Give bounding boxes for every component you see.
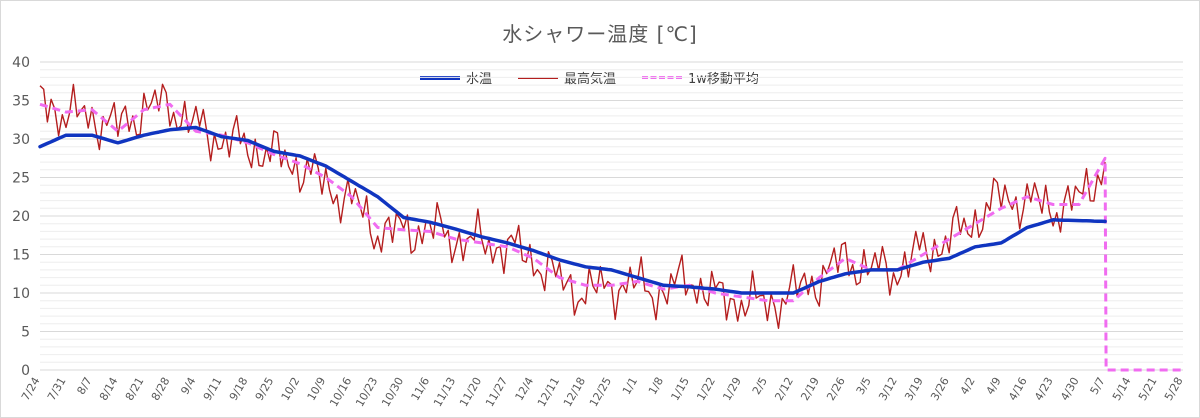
x-tick-label: 10/30 <box>379 375 406 409</box>
x-tick-label: 8/28 <box>149 375 173 403</box>
x-tick-label: 1/22 <box>694 375 718 403</box>
series-moving-avg-line <box>39 102 1183 372</box>
x-tick-label: 7/24 <box>19 375 43 403</box>
x-tick-label: 1/1 <box>620 375 640 397</box>
x-tick-label: 10/9 <box>305 375 329 403</box>
x-tick-label: 11/13 <box>431 375 458 409</box>
x-tick-label: 4/2 <box>958 375 978 397</box>
y-tick-label: 5 <box>21 325 30 341</box>
x-tick-label: 12/11 <box>535 375 562 409</box>
x-tick-label: 9/25 <box>253 375 277 403</box>
x-tick-label: 10/23 <box>353 375 380 409</box>
x-tick-label: 11/20 <box>457 375 484 409</box>
x-tick-label: 9/11 <box>201 375 225 403</box>
y-tick-label: 35 <box>12 94 30 110</box>
x-tick-label: 2/12 <box>772 375 796 403</box>
y-tick-label: 0 <box>21 363 30 379</box>
x-tick-label: 10/2 <box>279 375 303 403</box>
x-tick-label: 4/30 <box>1058 375 1082 403</box>
legend-label-max-temp: 最高気温 <box>564 72 617 87</box>
series-water-temp-line <box>38 125 1107 295</box>
x-tick-label: 3/12 <box>876 375 900 403</box>
x-tick-label: 8/14 <box>97 375 121 403</box>
chart-title: 水シャワー温度 [℃] <box>502 22 698 46</box>
legend-label-moving-avg: 1w移動平均 <box>688 72 759 87</box>
y-tick-label: 25 <box>12 171 30 187</box>
x-tick-label: 5/7 <box>1088 375 1108 397</box>
x-tick-label: 11/27 <box>483 375 510 409</box>
x-tick-label: 12/18 <box>561 375 588 409</box>
x-tick-label: 1/8 <box>646 375 666 397</box>
x-tick-label: 9/4 <box>178 375 198 397</box>
y-tick-label: 40 <box>12 55 30 71</box>
x-tick-label: 10/16 <box>327 375 354 409</box>
series-max-temp-line <box>39 83 1106 329</box>
x-tick-label: 4/16 <box>1006 375 1030 403</box>
x-tick-label: 3/5 <box>854 375 874 397</box>
x-tick-label: 5/21 <box>1136 375 1160 403</box>
x-tick-label: 4/9 <box>984 375 1004 397</box>
x-tick-label: 5/28 <box>1162 375 1186 403</box>
y-tick-label: 10 <box>12 286 30 302</box>
x-tick-label: 2/19 <box>798 375 822 403</box>
x-tick-label: 11/6 <box>409 375 433 403</box>
x-tick-label: 7/31 <box>45 375 69 403</box>
x-tick-label: 2/26 <box>824 375 848 403</box>
x-tick-label: 3/26 <box>928 375 952 403</box>
x-tick-label: 4/23 <box>1032 375 1056 403</box>
x-tick-label: 5/14 <box>1110 375 1134 403</box>
x-tick-label: 2/5 <box>750 375 770 397</box>
x-tick-label: 1/29 <box>720 375 744 403</box>
x-tick-label: 9/18 <box>227 375 251 403</box>
x-tick-label: 12/4 <box>513 375 537 403</box>
legend-label-water-temp: 水温 <box>466 72 493 87</box>
x-tick-label: 12/25 <box>587 375 614 409</box>
x-tick-label: 3/19 <box>902 375 926 403</box>
x-tick-label: 1/15 <box>668 375 692 403</box>
y-tick-label: 30 <box>12 132 30 148</box>
legend: 水温 最高気温 1w移動平均 <box>420 68 759 87</box>
y-tick-label: 15 <box>12 248 30 264</box>
x-tick-label: 8/21 <box>123 375 147 403</box>
x-tick-label: 8/7 <box>74 375 94 397</box>
y-tick-label: 20 <box>12 209 30 225</box>
